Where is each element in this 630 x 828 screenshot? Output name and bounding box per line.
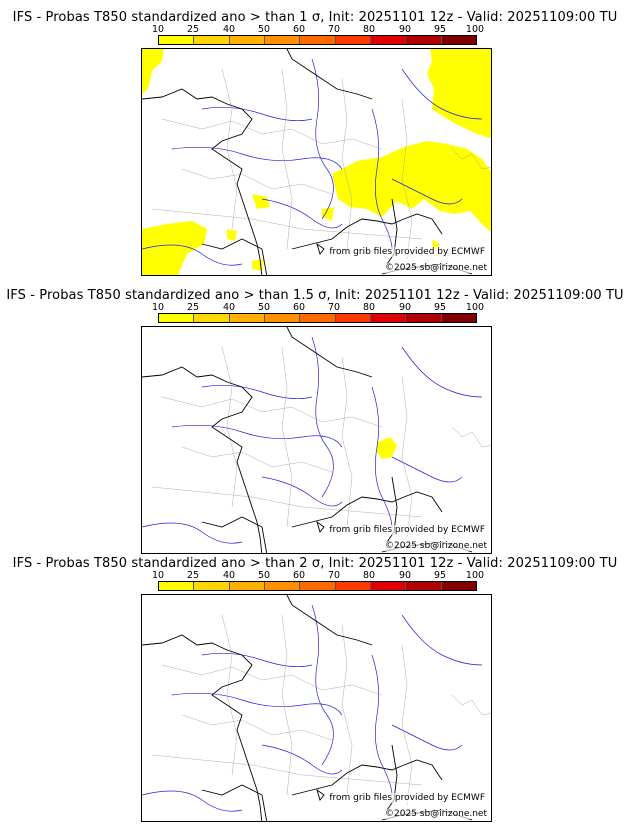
legend-swatch — [264, 36, 301, 44]
legend-tick: 70 — [327, 24, 341, 35]
probability-map: from grib files provided by ECMWF ©2025 … — [141, 326, 492, 554]
legend-swatch — [159, 314, 195, 322]
legend-swatch — [370, 36, 407, 44]
legend-swatch — [229, 36, 265, 44]
rivers — [142, 336, 483, 544]
legend-swatch — [441, 36, 476, 44]
map-svg — [142, 327, 491, 553]
panel-title: IFS - Probas T850 standardized ano > tha… — [12, 556, 618, 571]
legend-swatch — [406, 582, 442, 590]
probability-map: from grib files provided by ECMWF ©2025 … — [141, 594, 492, 822]
probability-map: from grib files provided by ECMWF ©2025 … — [141, 48, 492, 276]
legend-tick: 100 — [465, 24, 485, 35]
legend-tick: 25 — [186, 24, 200, 35]
legend-swatch — [159, 582, 195, 590]
legend-tick: 10 — [151, 302, 165, 313]
legend-tick: 90 — [398, 570, 412, 581]
legend-tick: 70 — [327, 570, 341, 581]
legend-swatch — [335, 314, 371, 322]
legend-tick: 10 — [151, 24, 165, 35]
legend-tick: 60 — [292, 302, 306, 313]
legend-labels: 10 25 40 50 60 70 80 90 95 100 — [151, 302, 493, 313]
legend-tick: 80 — [362, 570, 376, 581]
legend-tick: 60 — [292, 24, 306, 35]
probability-area — [376, 437, 397, 459]
region-borders — [151, 614, 491, 806]
region-borders — [151, 346, 491, 538]
legend-tick: 10 — [151, 570, 165, 581]
legend-swatch — [406, 36, 442, 44]
legend-tick: 25 — [186, 302, 200, 313]
legend-swatch — [441, 582, 476, 590]
probability-area — [142, 49, 491, 275]
legend-swatch — [194, 36, 230, 44]
legend-swatch — [229, 314, 265, 322]
legend-tick: 95 — [433, 570, 447, 581]
legend-swatch — [300, 36, 336, 44]
legend-tick: 50 — [257, 570, 271, 581]
copyright-credit: ©2025 sb@irizone.net — [385, 809, 487, 819]
source-credit: from grib files provided by ECMWF — [329, 525, 485, 535]
copyright-credit: ©2025 sb@irizone.net — [385, 541, 487, 551]
rivers — [142, 604, 483, 812]
panel-title: IFS - Probas T850 standardized ano > tha… — [6, 288, 624, 303]
legend-swatch — [194, 582, 230, 590]
legend-swatch — [335, 36, 371, 44]
legend-swatch — [229, 582, 265, 590]
map-svg — [142, 49, 491, 275]
legend-swatch — [300, 314, 336, 322]
legend-swatch — [194, 314, 230, 322]
legend-tick: 70 — [327, 302, 341, 313]
rivers — [142, 58, 483, 266]
legend-tick: 100 — [465, 570, 485, 581]
legend-tick: 100 — [465, 302, 485, 313]
legend-tick: 25 — [186, 570, 200, 581]
color-legend-bar — [158, 313, 477, 323]
legend-swatch — [264, 582, 301, 590]
legend-swatch — [370, 314, 407, 322]
legend-tick: 80 — [362, 302, 376, 313]
legend-swatch — [441, 314, 476, 322]
legend-tick: 50 — [257, 24, 271, 35]
legend-swatch — [370, 582, 407, 590]
legend-labels: 10 25 40 50 60 70 80 90 95 100 — [151, 570, 493, 581]
legend-tick: 40 — [222, 302, 236, 313]
legend-tick: 40 — [222, 570, 236, 581]
panel-title: IFS - Probas T850 standardized ano > tha… — [12, 10, 618, 25]
legend-swatch — [300, 582, 336, 590]
legend-swatch — [159, 36, 195, 44]
source-credit: from grib files provided by ECMWF — [329, 247, 485, 257]
legend-tick: 95 — [433, 302, 447, 313]
color-legend-bar — [158, 35, 477, 45]
legend-tick: 80 — [362, 24, 376, 35]
source-credit: from grib files provided by ECMWF — [329, 793, 485, 803]
legend-tick: 60 — [292, 570, 306, 581]
map-svg — [142, 595, 491, 821]
legend-swatch — [264, 314, 301, 322]
color-legend-bar — [158, 581, 477, 591]
copyright-credit: ©2025 sb@irizone.net — [385, 263, 487, 273]
legend-swatch — [335, 582, 371, 590]
legend-tick: 40 — [222, 24, 236, 35]
legend-tick: 95 — [433, 24, 447, 35]
coastline — [142, 327, 473, 553]
legend-tick: 90 — [398, 302, 412, 313]
legend-tick: 50 — [257, 302, 271, 313]
region-borders — [151, 68, 491, 260]
coastline — [142, 595, 473, 821]
legend-swatch — [406, 314, 442, 322]
legend-tick: 90 — [398, 24, 412, 35]
legend-labels: 10 25 40 50 60 70 80 90 95 100 — [151, 24, 493, 35]
